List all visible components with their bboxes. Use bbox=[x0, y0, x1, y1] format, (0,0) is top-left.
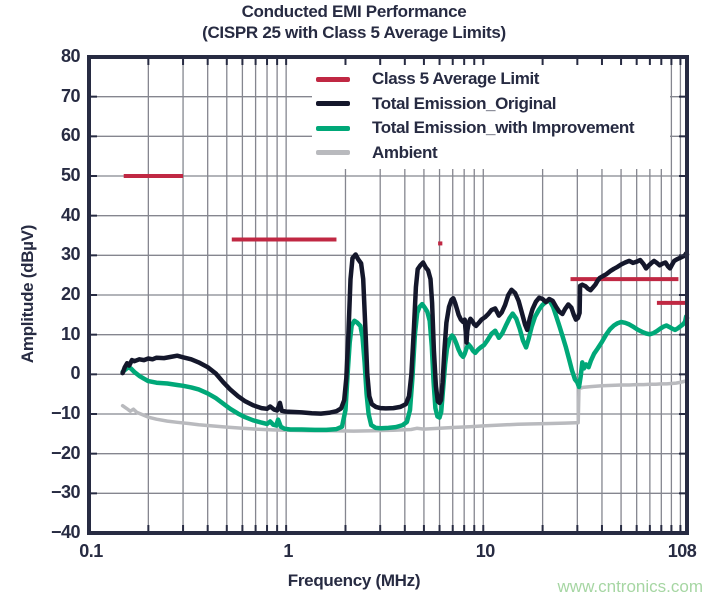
y-tick-label: 60 bbox=[60, 125, 81, 146]
plot-frame bbox=[87, 55, 689, 535]
y-tick-label: 50 bbox=[60, 165, 81, 185]
x-tick-label: 0.1 bbox=[79, 541, 103, 561]
trace-total-emission-with-improvement bbox=[120, 298, 690, 433]
legend-swatch bbox=[316, 150, 350, 156]
limit-lines bbox=[123, 174, 687, 305]
y-tick-label: 70 bbox=[60, 85, 81, 106]
chart-subtitle: (CISPR 25 with Class 5 Average Limits) bbox=[202, 23, 506, 42]
y-tick-label: 10 bbox=[60, 323, 81, 344]
y-tick-label: 40 bbox=[60, 204, 81, 225]
x-tick-label: 1 bbox=[283, 541, 293, 561]
legend-item-label: Total Emission_Original bbox=[372, 93, 557, 113]
x-tick-label: 10 bbox=[475, 541, 496, 561]
legend-item: Ambient bbox=[316, 141, 670, 165]
legend-item: Class 5 Average Limit bbox=[316, 67, 670, 91]
y-tick-label: −40 bbox=[50, 522, 81, 542]
y-tick-label: −30 bbox=[50, 482, 81, 503]
legend-swatch bbox=[316, 101, 350, 107]
x-axis-title: Frequency (MHz) bbox=[287, 571, 421, 590]
y-tick-label: 20 bbox=[60, 284, 81, 304]
legend-item-label: Ambient bbox=[372, 142, 438, 162]
y-tick-label: 0 bbox=[70, 363, 80, 384]
y-tick-label: 80 bbox=[60, 46, 81, 66]
x-tick-label: 108 bbox=[667, 541, 697, 561]
trace-ambient bbox=[120, 378, 689, 433]
legend: Class 5 Average Limit Total Emission_Orig… bbox=[312, 65, 670, 169]
y-tick-label: 30 bbox=[60, 244, 81, 265]
y-tick-label: −20 bbox=[50, 442, 81, 463]
y-tick-label: −10 bbox=[50, 403, 81, 423]
legend-swatch bbox=[316, 76, 350, 82]
legend-item-label: Class 5 Average Limit bbox=[372, 69, 540, 88]
legend-item-label: Total Emission_with Improvement bbox=[372, 118, 635, 138]
watermark: www.cntronics.com bbox=[557, 577, 703, 596]
chart-title: Conducted EMI Performance bbox=[241, 2, 467, 21]
legend-item: Total Emission_with Improvement bbox=[316, 116, 670, 140]
trace-total-emission-original bbox=[120, 251, 690, 416]
legend-item: Total Emission_Original bbox=[316, 92, 670, 116]
legend-swatch bbox=[316, 125, 350, 131]
